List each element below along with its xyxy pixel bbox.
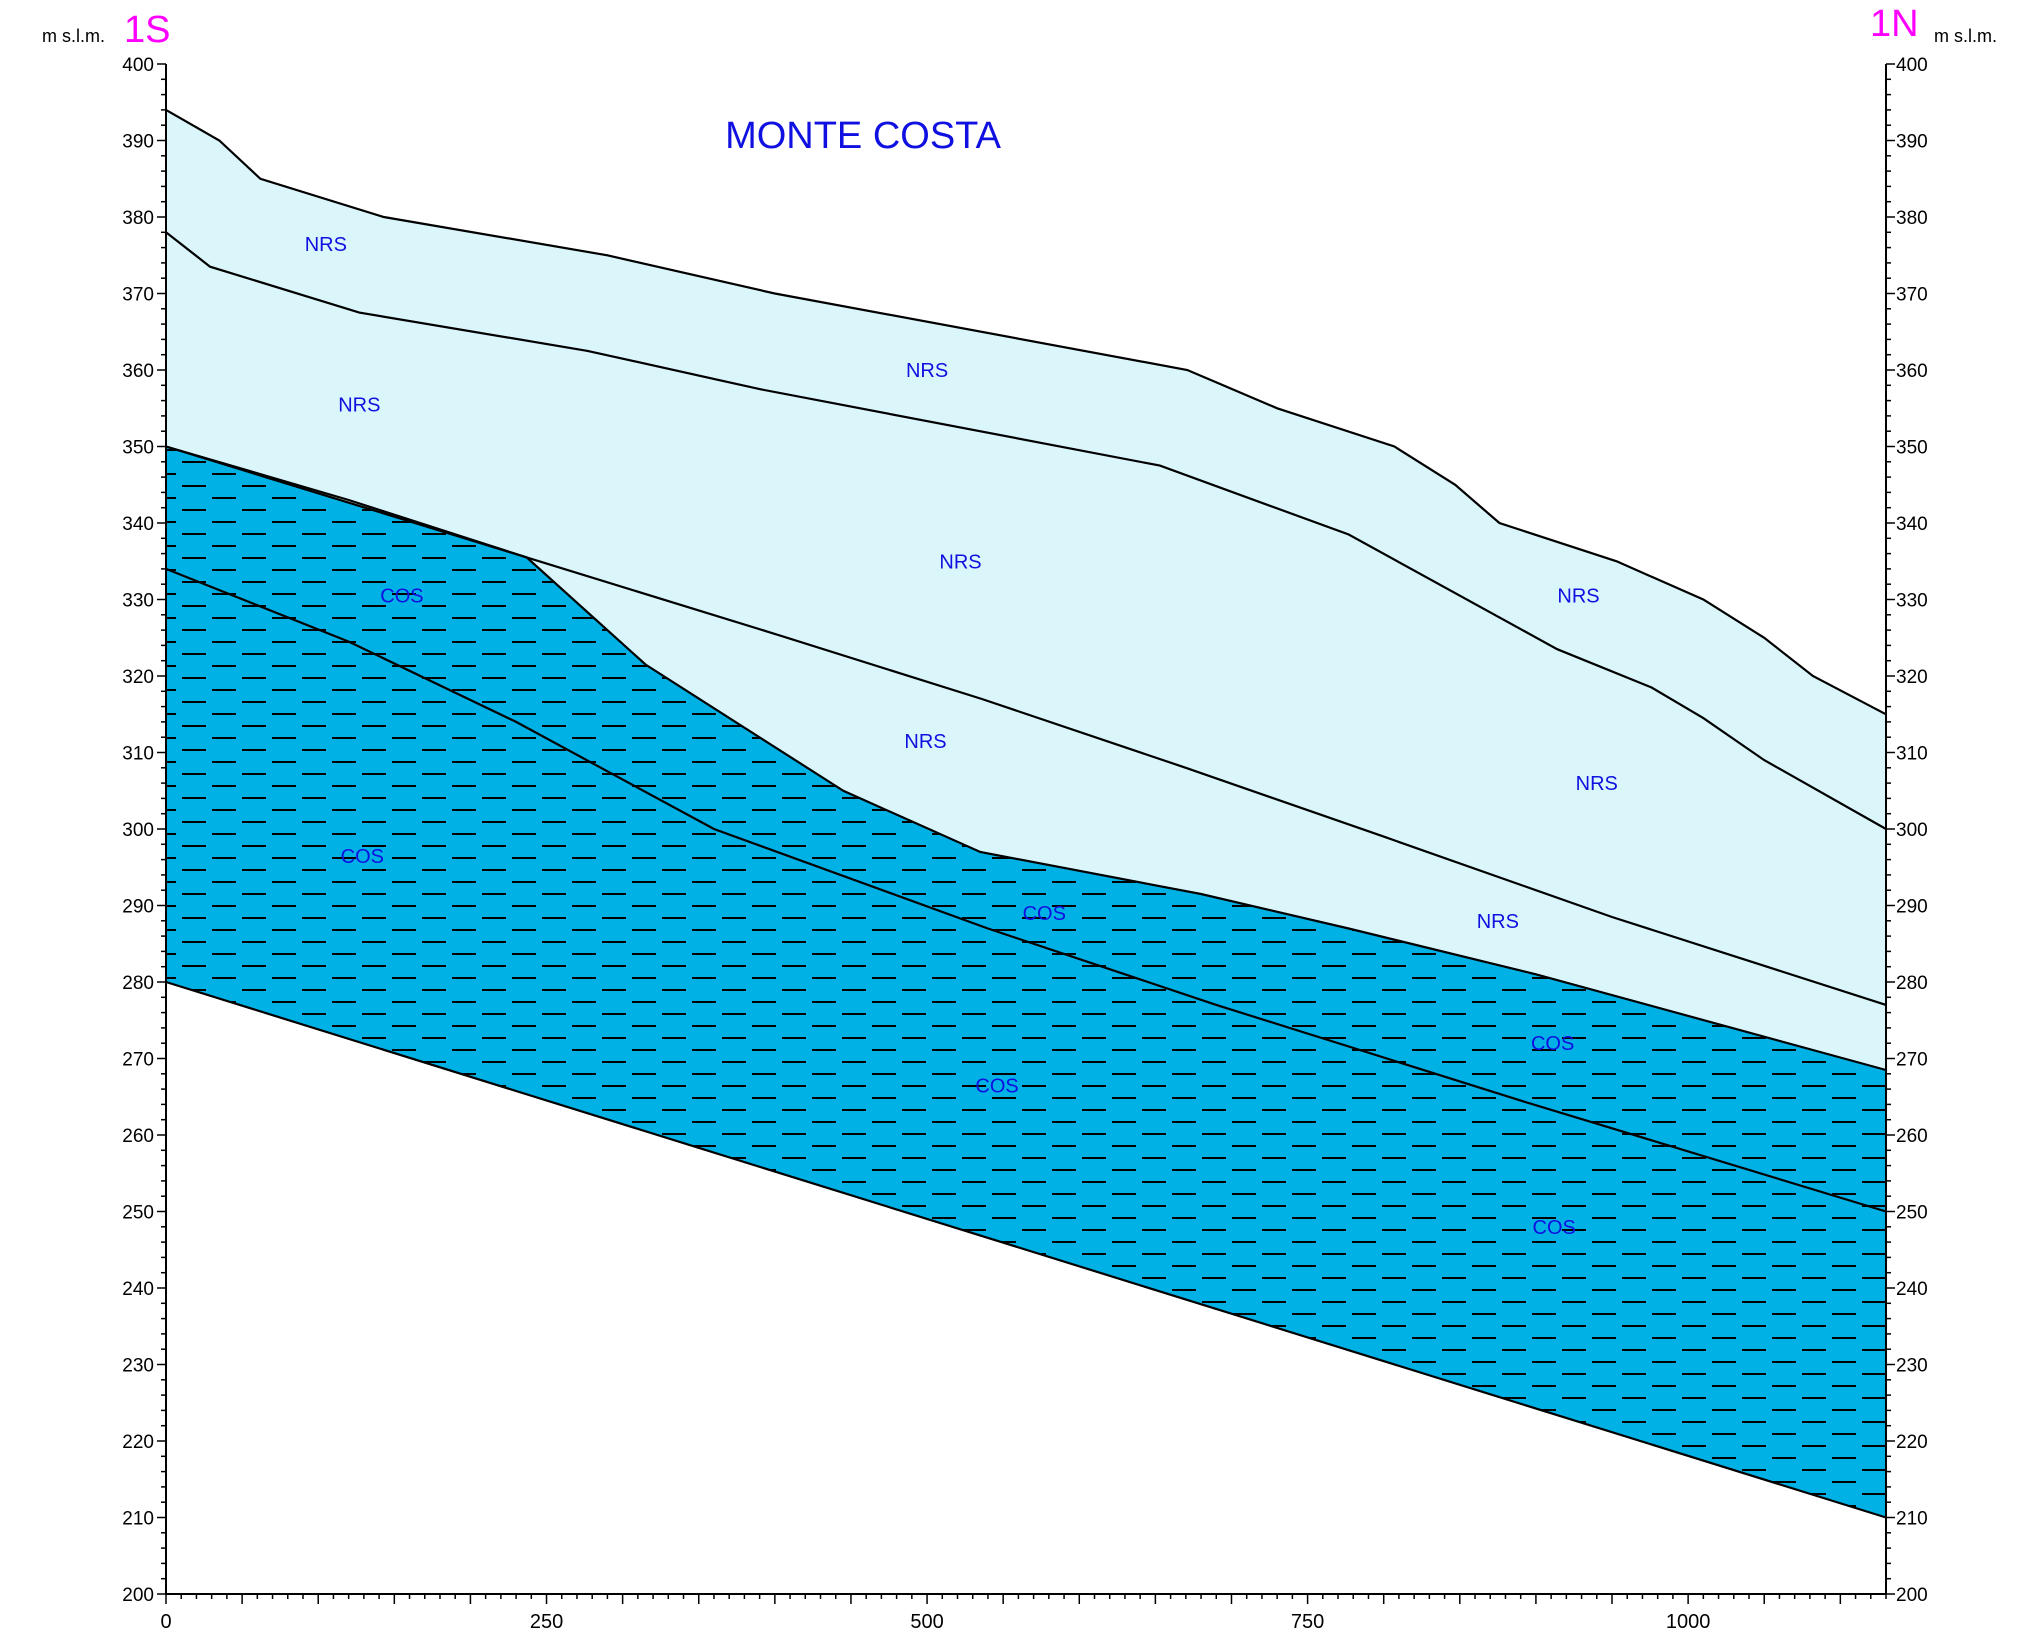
boundary-lines (165, 108, 1887, 1519)
right-tick-label: 390 (1896, 132, 1928, 153)
unit-label-nrs: NRS (338, 394, 380, 416)
bottom-tick-label: 750 (1291, 1611, 1324, 1633)
right-tick-label: 220 (1896, 1432, 1928, 1453)
right-tick-label: 350 (1896, 438, 1928, 459)
left-tick-label: 220 (122, 1432, 154, 1453)
right-tick-label: 380 (1896, 208, 1928, 229)
unit-label-cos: COS (1023, 903, 1066, 925)
cos-unit-area (166, 446, 1886, 1518)
bottom-tick-label: 250 (530, 1611, 563, 1633)
nrs-internal-1-line (165, 231, 1887, 830)
axes: 200 200 210 210 220 220 230 230 240 240 250 250 260 2… (122, 55, 1927, 1633)
right-tick-label: 230 (1896, 1356, 1928, 1377)
left-tick-label: 210 (122, 1509, 154, 1530)
unit-label-cos: COS (1531, 1033, 1574, 1055)
right-tick-label: 310 (1896, 744, 1928, 765)
right-tick-label: 280 (1896, 973, 1928, 994)
left-tick-label: 390 (122, 132, 154, 153)
unit-label-nrs: NRS (1557, 586, 1599, 608)
right-end-label: 1N (1870, 3, 1919, 45)
right-unit-label: m s.l.m. (1934, 26, 1997, 46)
left-end-label: 1S (124, 9, 170, 51)
bottom-tick-label: 1000 (1666, 1611, 1711, 1633)
left-tick-label: 330 (122, 591, 154, 612)
unit-label-cos: COS (975, 1075, 1018, 1097)
left-tick-label: 270 (122, 1050, 154, 1071)
right-tick-label: 330 (1896, 591, 1928, 612)
left-tick-label: 230 (122, 1356, 154, 1377)
left-unit-label: m s.l.m. (42, 26, 105, 46)
left-tick-label: 380 (122, 208, 154, 229)
bottom-tick-label: 500 (910, 1611, 943, 1633)
left-tick-label: 400 (122, 55, 154, 76)
nrs-unit-area (166, 109, 1886, 1070)
left-tick-label: 300 (122, 820, 154, 841)
unit-label-nrs: NRS (904, 731, 946, 753)
right-tick-label: 300 (1896, 820, 1928, 841)
right-tick-label: 290 (1896, 897, 1928, 918)
unit-label-nrs: NRS (939, 551, 981, 573)
right-tick-label: 240 (1896, 1279, 1928, 1300)
left-tick-label: 340 (122, 514, 154, 535)
right-tick-label: 400 (1896, 55, 1928, 76)
unit-label-nrs: NRS (1477, 911, 1519, 933)
unit-label-cos: COS (341, 846, 384, 868)
nrs-base-line (165, 445, 1887, 1006)
left-tick-label: 350 (122, 438, 154, 459)
left-tick-label: 240 (122, 1279, 154, 1300)
right-tick-label: 260 (1896, 1126, 1928, 1147)
right-tick-label: 200 (1896, 1585, 1928, 1606)
left-tick-label: 260 (122, 1126, 154, 1147)
topography-line (165, 108, 1887, 716)
cos-top-line (165, 445, 1887, 1072)
left-tick-label: 250 (122, 1203, 154, 1224)
right-tick-label: 340 (1896, 514, 1928, 535)
unit-label-nrs: NRS (906, 360, 948, 382)
left-tick-label: 320 (122, 667, 154, 688)
unit-label-nrs: NRS (305, 234, 347, 256)
left-tick-label: 370 (122, 285, 154, 306)
unit-label-nrs: NRS (1576, 773, 1618, 795)
right-tick-label: 360 (1896, 361, 1928, 382)
left-tick-label: 310 (122, 744, 154, 765)
unit-label-cos: COS (1533, 1217, 1576, 1239)
left-tick-label: 280 (122, 973, 154, 994)
bottom-tick-label: 0 (160, 1611, 171, 1633)
cos-base-line (165, 980, 1887, 1519)
left-tick-label: 290 (122, 897, 154, 918)
right-tick-label: 250 (1896, 1203, 1928, 1224)
unit-label-cos: COS (380, 586, 423, 608)
fill-layer (166, 109, 1886, 1518)
right-tick-label: 370 (1896, 285, 1928, 306)
left-tick-label: 360 (122, 361, 154, 382)
right-tick-label: 270 (1896, 1050, 1928, 1071)
left-tick-label: 200 (122, 1585, 154, 1606)
unit-labels: NRS NRS NRS NRS NRS NRS NRS NRS COS COS COS COS COS C… (305, 234, 1618, 1239)
cos-internal-line (165, 567, 1887, 1213)
diagram-title: MONTE COSTA (725, 115, 1002, 157)
right-tick-label: 320 (1896, 667, 1928, 688)
right-tick-label: 210 (1896, 1509, 1928, 1530)
